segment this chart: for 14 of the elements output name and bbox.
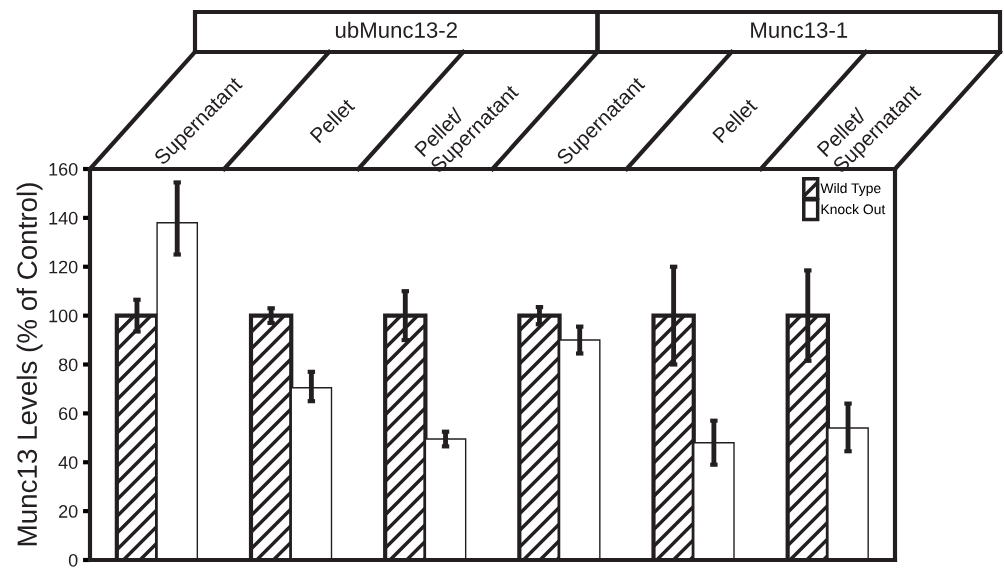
y-tick-label: 60 — [59, 407, 78, 421]
text: ubMunc13-2 — [335, 21, 457, 38]
y-tick-label: 100 — [49, 309, 78, 323]
y-tick-label: 0 — [68, 553, 78, 567]
legend-label: Knock Out — [821, 204, 886, 215]
y-tick-label: 140 — [49, 211, 78, 225]
y-axis-title: Munc13 Levels (% of Control) — [16, 183, 43, 546]
legend-label: Wild Type — [820, 182, 881, 196]
y-tick-label: 80 — [58, 358, 78, 372]
y-tick-label: 20 — [59, 505, 78, 518]
text: Munc13-1 — [751, 22, 848, 38]
y-tick-label: 160 — [49, 162, 78, 176]
y-tick-label: 120 — [49, 260, 78, 274]
y-tick-label: 40 — [58, 456, 78, 469]
